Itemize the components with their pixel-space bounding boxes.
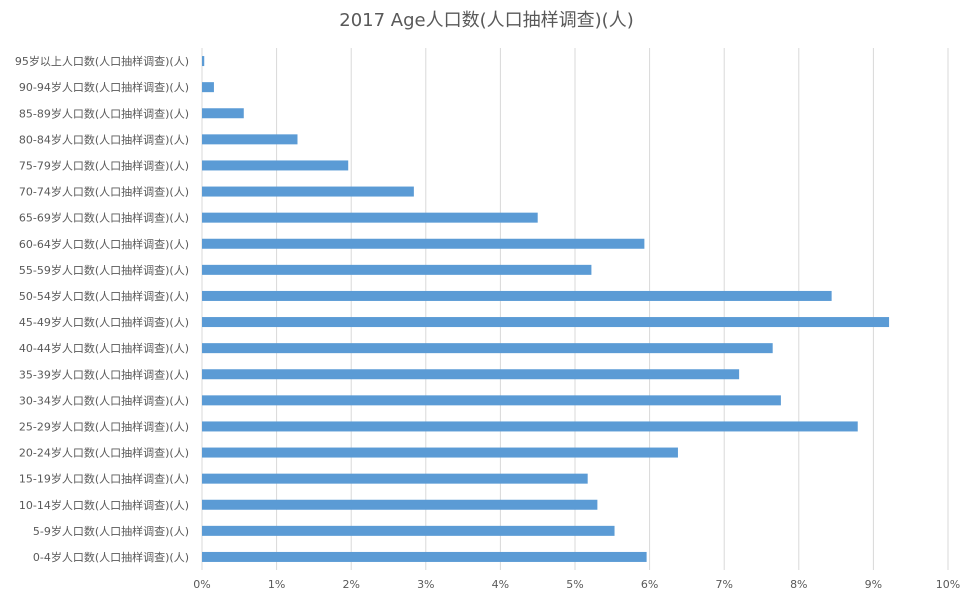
category-label: 60-64岁人口数(人口抽样调查)(人) (19, 237, 189, 251)
category-label: 80-84岁人口数(人口抽样调查)(人) (19, 132, 189, 146)
category-label: 30-34岁人口数(人口抽样调查)(人) (19, 393, 189, 407)
bar (202, 212, 538, 223)
category-label: 75-79岁人口数(人口抽样调查)(人) (19, 158, 189, 172)
bar (202, 317, 890, 328)
category-label: 20-24岁人口数(人口抽样调查)(人) (19, 446, 189, 460)
bar (202, 160, 349, 171)
category-label: 25-29岁人口数(人口抽样调查)(人) (19, 419, 189, 433)
category-label: 90-94岁人口数(人口抽样调查)(人) (19, 80, 189, 94)
x-tick-label: 4% (492, 578, 509, 591)
category-label: 15-19岁人口数(人口抽样调查)(人) (19, 472, 189, 486)
bar (202, 56, 205, 67)
category-label: 40-44岁人口数(人口抽样调查)(人) (19, 341, 189, 355)
bar (202, 369, 740, 380)
category-label: 45-49岁人口数(人口抽样调查)(人) (19, 315, 189, 329)
x-tick-label: 0% (193, 578, 210, 591)
x-tick-label: 2% (342, 578, 359, 591)
bar (202, 238, 645, 249)
category-label: 5-9岁人口数(人口抽样调查)(人) (33, 524, 189, 538)
bar (202, 447, 678, 458)
bar (202, 525, 615, 536)
category-label: 95岁以上人口数(人口抽样调查)(人) (15, 54, 189, 68)
bar (202, 82, 214, 93)
bar (202, 108, 244, 119)
bar (202, 186, 414, 197)
bar (202, 264, 592, 275)
category-label: 50-54岁人口数(人口抽样调查)(人) (19, 289, 189, 303)
category-label: 0-4岁人口数(人口抽样调查)(人) (33, 550, 189, 564)
x-tick-label: 6% (641, 578, 658, 591)
bar (202, 343, 773, 354)
category-label: 10-14岁人口数(人口抽样调查)(人) (19, 498, 189, 512)
x-tick-label: 1% (268, 578, 285, 591)
x-tick-label: 9% (865, 578, 882, 591)
category-label: 70-74岁人口数(人口抽样调查)(人) (19, 185, 189, 199)
x-tick-label: 5% (566, 578, 583, 591)
category-label: 85-89岁人口数(人口抽样调查)(人) (19, 106, 189, 120)
bar (202, 499, 598, 510)
bar (202, 290, 832, 301)
bar (202, 134, 298, 145)
x-tick-label: 3% (417, 578, 434, 591)
bar (202, 395, 781, 406)
x-tick-label: 7% (715, 578, 732, 591)
x-tick-label: 10% (936, 578, 960, 591)
category-label: 35-39岁人口数(人口抽样调查)(人) (19, 367, 189, 381)
x-tick-label: 8% (790, 578, 807, 591)
category-label: 55-59岁人口数(人口抽样调查)(人) (19, 263, 189, 277)
chart-title: 2017 Age人口数(人口抽样调查)(人) (339, 10, 634, 31)
bar (202, 551, 647, 562)
bar (202, 421, 858, 432)
category-label: 65-69岁人口数(人口抽样调查)(人) (19, 211, 189, 225)
bar (202, 473, 588, 484)
